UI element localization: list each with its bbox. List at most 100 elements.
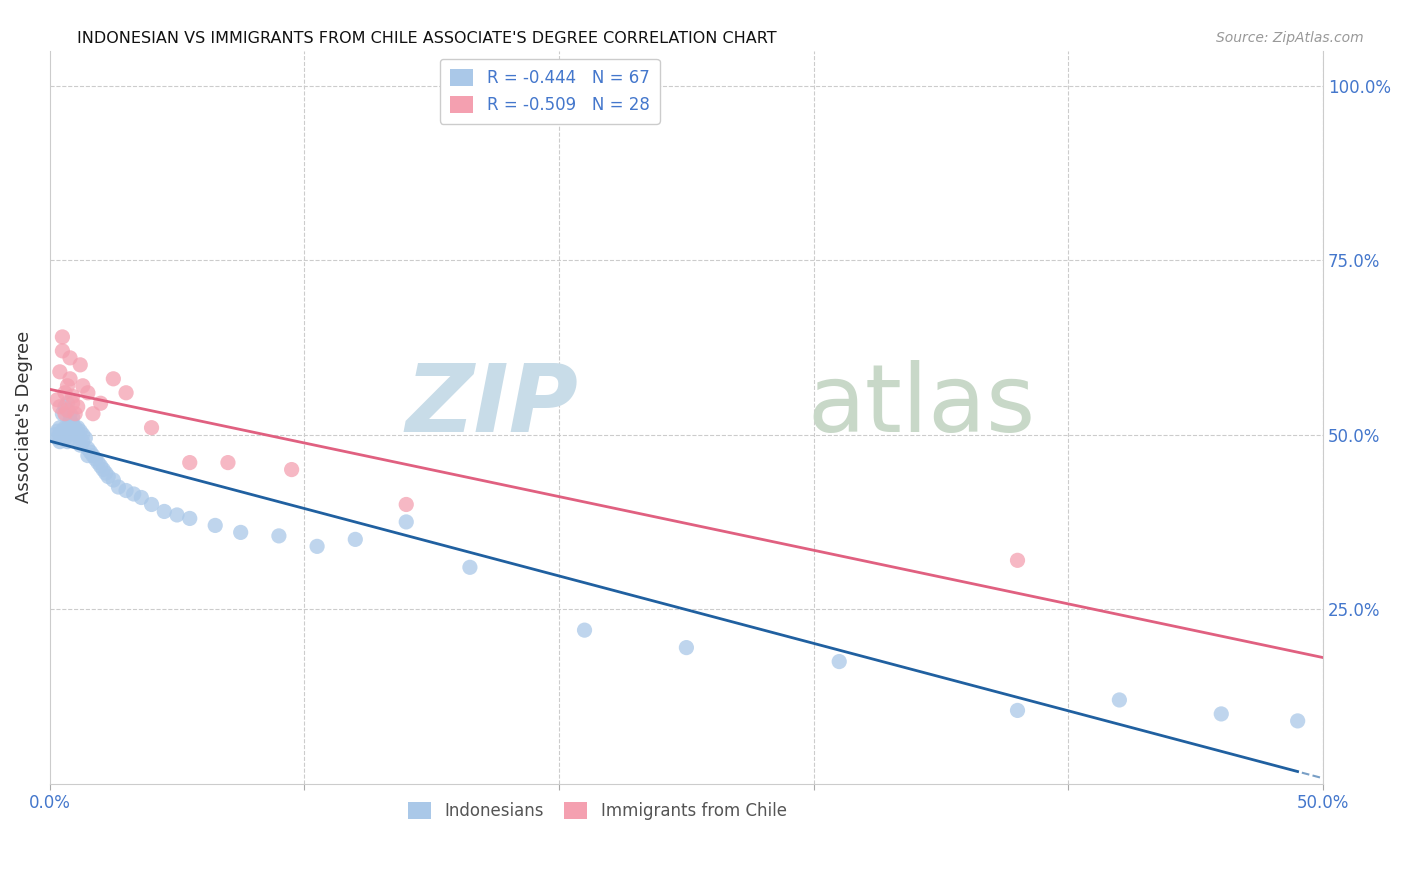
Point (103, 473, 125, 487)
Point (82, 407, 104, 421)
Point (53, 385, 76, 400)
Point (115, 385, 138, 400)
Point (69, 424, 91, 438)
Point (49, 400, 72, 414)
Point (56, 427, 79, 442)
Point (59, 414, 82, 428)
Point (344, 533, 367, 547)
Point (62, 417, 84, 432)
Point (828, 655, 851, 669)
Point (153, 504, 176, 518)
Point (59, 420, 82, 434)
Point (66, 427, 89, 442)
Point (53, 424, 76, 438)
Point (122, 487, 145, 501)
Text: ZIP: ZIP (405, 360, 578, 452)
Point (90, 459, 112, 474)
Point (204, 518, 226, 533)
Point (76, 385, 98, 400)
Point (675, 640, 697, 655)
Y-axis label: Associate's Degree: Associate's Degree (15, 331, 32, 503)
Point (72, 427, 94, 442)
Point (76, 449, 98, 463)
Point (1108, 693, 1130, 707)
Point (179, 511, 201, 525)
Text: atlas: atlas (807, 360, 1036, 452)
Point (46, 424, 69, 438)
Point (46, 431, 69, 445)
Point (51, 330, 73, 344)
Point (1007, 703, 1029, 717)
Point (49, 420, 72, 434)
Point (69, 358, 91, 372)
Point (63, 420, 86, 434)
Point (59, 424, 82, 438)
Point (79, 445, 101, 459)
Point (66, 420, 89, 434)
Text: Source: ZipAtlas.com: Source: ZipAtlas.com (1216, 31, 1364, 45)
Point (51, 424, 73, 438)
Point (72, 379, 94, 393)
Point (63, 434, 86, 449)
Point (107, 480, 129, 494)
Point (141, 498, 163, 512)
Legend: Indonesians, Immigrants from Chile: Indonesians, Immigrants from Chile (401, 795, 793, 827)
Point (66, 400, 89, 414)
Point (76, 442, 98, 456)
Point (53, 420, 76, 434)
Point (63, 427, 86, 442)
Point (62, 424, 84, 438)
Text: INDONESIAN VS IMMIGRANTS FROM CHILE ASSOCIATE'S DEGREE CORRELATION CHART: INDONESIAN VS IMMIGRANTS FROM CHILE ASSO… (77, 31, 778, 46)
Point (56, 403, 79, 417)
Point (46, 392, 69, 407)
Point (91, 462, 114, 476)
Point (115, 483, 138, 498)
Point (62, 389, 84, 403)
Point (56, 379, 79, 393)
Point (90, 396, 112, 410)
Point (44, 427, 66, 442)
Point (62, 410, 84, 425)
Point (94, 466, 117, 480)
Point (56, 420, 79, 434)
Point (49, 427, 72, 442)
Point (574, 623, 596, 637)
Point (395, 515, 418, 529)
Point (59, 351, 82, 365)
Point (229, 525, 252, 540)
Point (97, 469, 120, 483)
Point (51, 343, 73, 358)
Point (69, 438, 91, 452)
Point (49, 365, 72, 379)
Point (1286, 714, 1309, 728)
Point (53, 400, 76, 414)
Point (131, 491, 153, 505)
Point (49, 434, 72, 449)
Point (53, 431, 76, 445)
Point (82, 449, 104, 463)
Point (51, 431, 73, 445)
Point (166, 508, 188, 522)
Point (395, 498, 418, 512)
Point (458, 560, 481, 574)
Point (75, 431, 97, 445)
Point (1211, 706, 1233, 721)
Point (59, 372, 82, 386)
Point (141, 420, 163, 434)
Point (72, 434, 94, 449)
Point (87, 456, 110, 470)
Point (62, 396, 84, 410)
Point (56, 434, 79, 449)
Point (179, 456, 201, 470)
Point (103, 372, 125, 386)
Point (267, 529, 290, 543)
Point (217, 456, 239, 470)
Point (56, 396, 79, 410)
Point (307, 540, 329, 554)
Point (53, 407, 76, 421)
Point (1007, 553, 1029, 567)
Point (59, 407, 82, 421)
Point (51, 407, 73, 421)
Point (84, 452, 107, 467)
Point (280, 462, 302, 476)
